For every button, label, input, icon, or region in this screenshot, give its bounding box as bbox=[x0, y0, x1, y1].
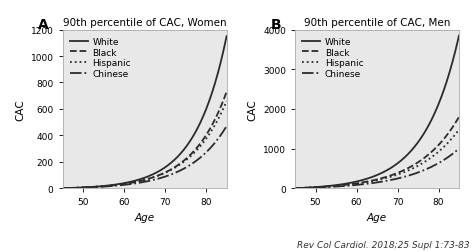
Black bbox=[80, 186, 85, 189]
Black bbox=[125, 182, 130, 185]
Chinese bbox=[411, 173, 417, 176]
Hispanic bbox=[410, 167, 416, 170]
White bbox=[292, 187, 298, 190]
Chinese bbox=[125, 183, 130, 186]
Line: Hispanic: Hispanic bbox=[63, 102, 227, 188]
Black bbox=[179, 161, 185, 164]
White bbox=[312, 186, 318, 189]
Hispanic bbox=[456, 129, 462, 132]
Black bbox=[312, 186, 318, 189]
Y-axis label: CAC: CAC bbox=[247, 99, 257, 120]
Chinese bbox=[346, 184, 351, 187]
Black bbox=[395, 171, 401, 174]
White bbox=[224, 36, 229, 39]
Chinese bbox=[410, 173, 416, 176]
Legend: White, Black, Hispanic, Chinese: White, Black, Hispanic, Chinese bbox=[67, 35, 134, 82]
Black bbox=[411, 164, 417, 167]
White bbox=[357, 179, 363, 182]
White bbox=[163, 166, 169, 169]
Hispanic bbox=[411, 167, 417, 170]
Black bbox=[60, 187, 65, 190]
Line: Black: Black bbox=[63, 92, 227, 188]
Black bbox=[163, 171, 169, 174]
Hispanic bbox=[179, 162, 185, 165]
Black bbox=[410, 164, 416, 167]
White bbox=[410, 147, 416, 150]
Hispanic bbox=[113, 184, 119, 187]
X-axis label: Age: Age bbox=[135, 212, 155, 222]
White bbox=[80, 186, 85, 189]
Hispanic bbox=[60, 187, 65, 190]
Black bbox=[456, 116, 462, 119]
Text: A: A bbox=[38, 18, 49, 32]
Hispanic bbox=[80, 186, 85, 189]
Chinese bbox=[179, 169, 185, 172]
Line: Hispanic: Hispanic bbox=[295, 130, 459, 188]
Line: Chinese: Chinese bbox=[295, 149, 459, 188]
Black bbox=[292, 187, 298, 190]
White bbox=[395, 162, 401, 165]
Text: Rev Col Cardiol. 2018;25 Supl 1:73-83: Rev Col Cardiol. 2018;25 Supl 1:73-83 bbox=[297, 240, 469, 249]
Legend: White, Black, Hispanic, Chinese: White, Black, Hispanic, Chinese bbox=[300, 35, 366, 82]
Black bbox=[113, 184, 119, 187]
Black bbox=[357, 182, 363, 185]
Chinese bbox=[178, 169, 184, 172]
White bbox=[60, 187, 65, 190]
Hispanic bbox=[163, 171, 169, 174]
Black bbox=[346, 183, 351, 186]
Chinese bbox=[357, 183, 363, 186]
Title: 90th percentile of CAC, Men: 90th percentile of CAC, Men bbox=[304, 18, 450, 28]
Chinese bbox=[60, 187, 65, 190]
Chinese bbox=[163, 175, 169, 178]
Y-axis label: CAC: CAC bbox=[15, 99, 25, 120]
Hispanic bbox=[395, 173, 401, 176]
Black bbox=[178, 162, 184, 165]
Black bbox=[224, 91, 229, 94]
Chinese bbox=[80, 186, 85, 190]
Chinese bbox=[312, 186, 318, 189]
Hispanic bbox=[312, 186, 318, 189]
Line: White: White bbox=[63, 37, 227, 188]
Chinese bbox=[456, 147, 462, 150]
Chinese bbox=[395, 177, 401, 180]
Chinese bbox=[113, 184, 119, 187]
Line: Black: Black bbox=[295, 117, 459, 188]
White bbox=[346, 182, 351, 185]
White bbox=[178, 152, 184, 155]
Title: 90th percentile of CAC, Women: 90th percentile of CAC, Women bbox=[63, 18, 227, 28]
Chinese bbox=[292, 187, 298, 190]
X-axis label: Age: Age bbox=[367, 212, 387, 222]
Line: Chinese: Chinese bbox=[63, 127, 227, 188]
Line: White: White bbox=[295, 36, 459, 188]
Hispanic bbox=[292, 187, 298, 190]
Hispanic bbox=[357, 182, 363, 185]
Hispanic bbox=[178, 163, 184, 166]
Hispanic bbox=[224, 100, 229, 103]
White bbox=[125, 181, 130, 184]
White bbox=[113, 183, 119, 186]
Hispanic bbox=[125, 182, 130, 185]
Text: B: B bbox=[270, 18, 281, 32]
Hispanic bbox=[346, 183, 351, 186]
White bbox=[411, 146, 417, 149]
White bbox=[456, 35, 462, 38]
Chinese bbox=[224, 125, 229, 128]
White bbox=[179, 151, 185, 154]
